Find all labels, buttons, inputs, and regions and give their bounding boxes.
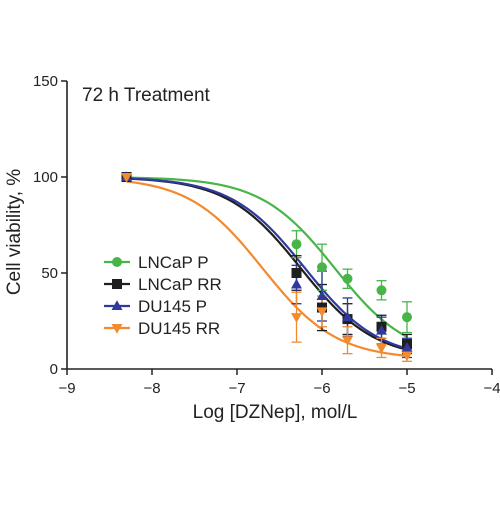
legend-item-1: LNCaP P — [104, 253, 209, 272]
data-point — [401, 351, 413, 362]
data-point — [317, 262, 327, 273]
legend-label: LNCaP RR — [138, 275, 222, 294]
data-point — [376, 343, 387, 354]
x-axis-label: Log [DZNep], mol/L — [193, 402, 358, 423]
fit-curve-3 — [126, 177, 408, 350]
x-tick-label: −4 — [483, 380, 500, 397]
legend-marker — [112, 257, 122, 267]
x-tick-label: −5 — [398, 380, 415, 397]
legend-marker — [112, 279, 122, 289]
legend-label: DU145 RR — [138, 319, 220, 338]
legend-marker — [111, 300, 123, 310]
data-point — [121, 173, 132, 183]
data-point — [342, 311, 353, 322]
chart-title: 72 h Treatment — [82, 85, 211, 106]
legend-item-3: DU145 P — [104, 297, 207, 316]
y-tick-label: 50 — [41, 265, 58, 282]
x-tick-label: −8 — [143, 380, 160, 397]
x-tick-label: −7 — [228, 380, 245, 397]
data-point — [402, 312, 412, 323]
legend-label: DU145 P — [138, 297, 207, 316]
legend-item-2: LNCaP RR — [104, 275, 222, 294]
data-point — [316, 307, 328, 318]
data-point — [291, 268, 302, 278]
data-point — [316, 290, 328, 301]
data-point — [342, 336, 353, 346]
legend-marker — [111, 324, 123, 334]
y-tick-label: 100 — [33, 169, 58, 186]
y-axis-label: Cell viability, % — [4, 169, 25, 295]
fit-curve-1 — [126, 176, 408, 338]
data-point — [401, 342, 413, 352]
data-point — [291, 278, 302, 289]
x-tick-label: −6 — [313, 380, 330, 397]
data-point — [291, 239, 302, 250]
data-point — [291, 313, 302, 323]
fit-curve-4 — [126, 180, 408, 357]
y-tick-label: 0 — [50, 361, 58, 378]
data-point — [342, 273, 353, 284]
x-tick-label: −9 — [58, 380, 75, 397]
data-point — [376, 324, 387, 335]
legend-label: LNCaP P — [138, 253, 209, 272]
y-tick-label: 150 — [33, 73, 58, 90]
legend-item-4: DU145 RR — [104, 319, 220, 338]
data-point — [376, 285, 387, 296]
